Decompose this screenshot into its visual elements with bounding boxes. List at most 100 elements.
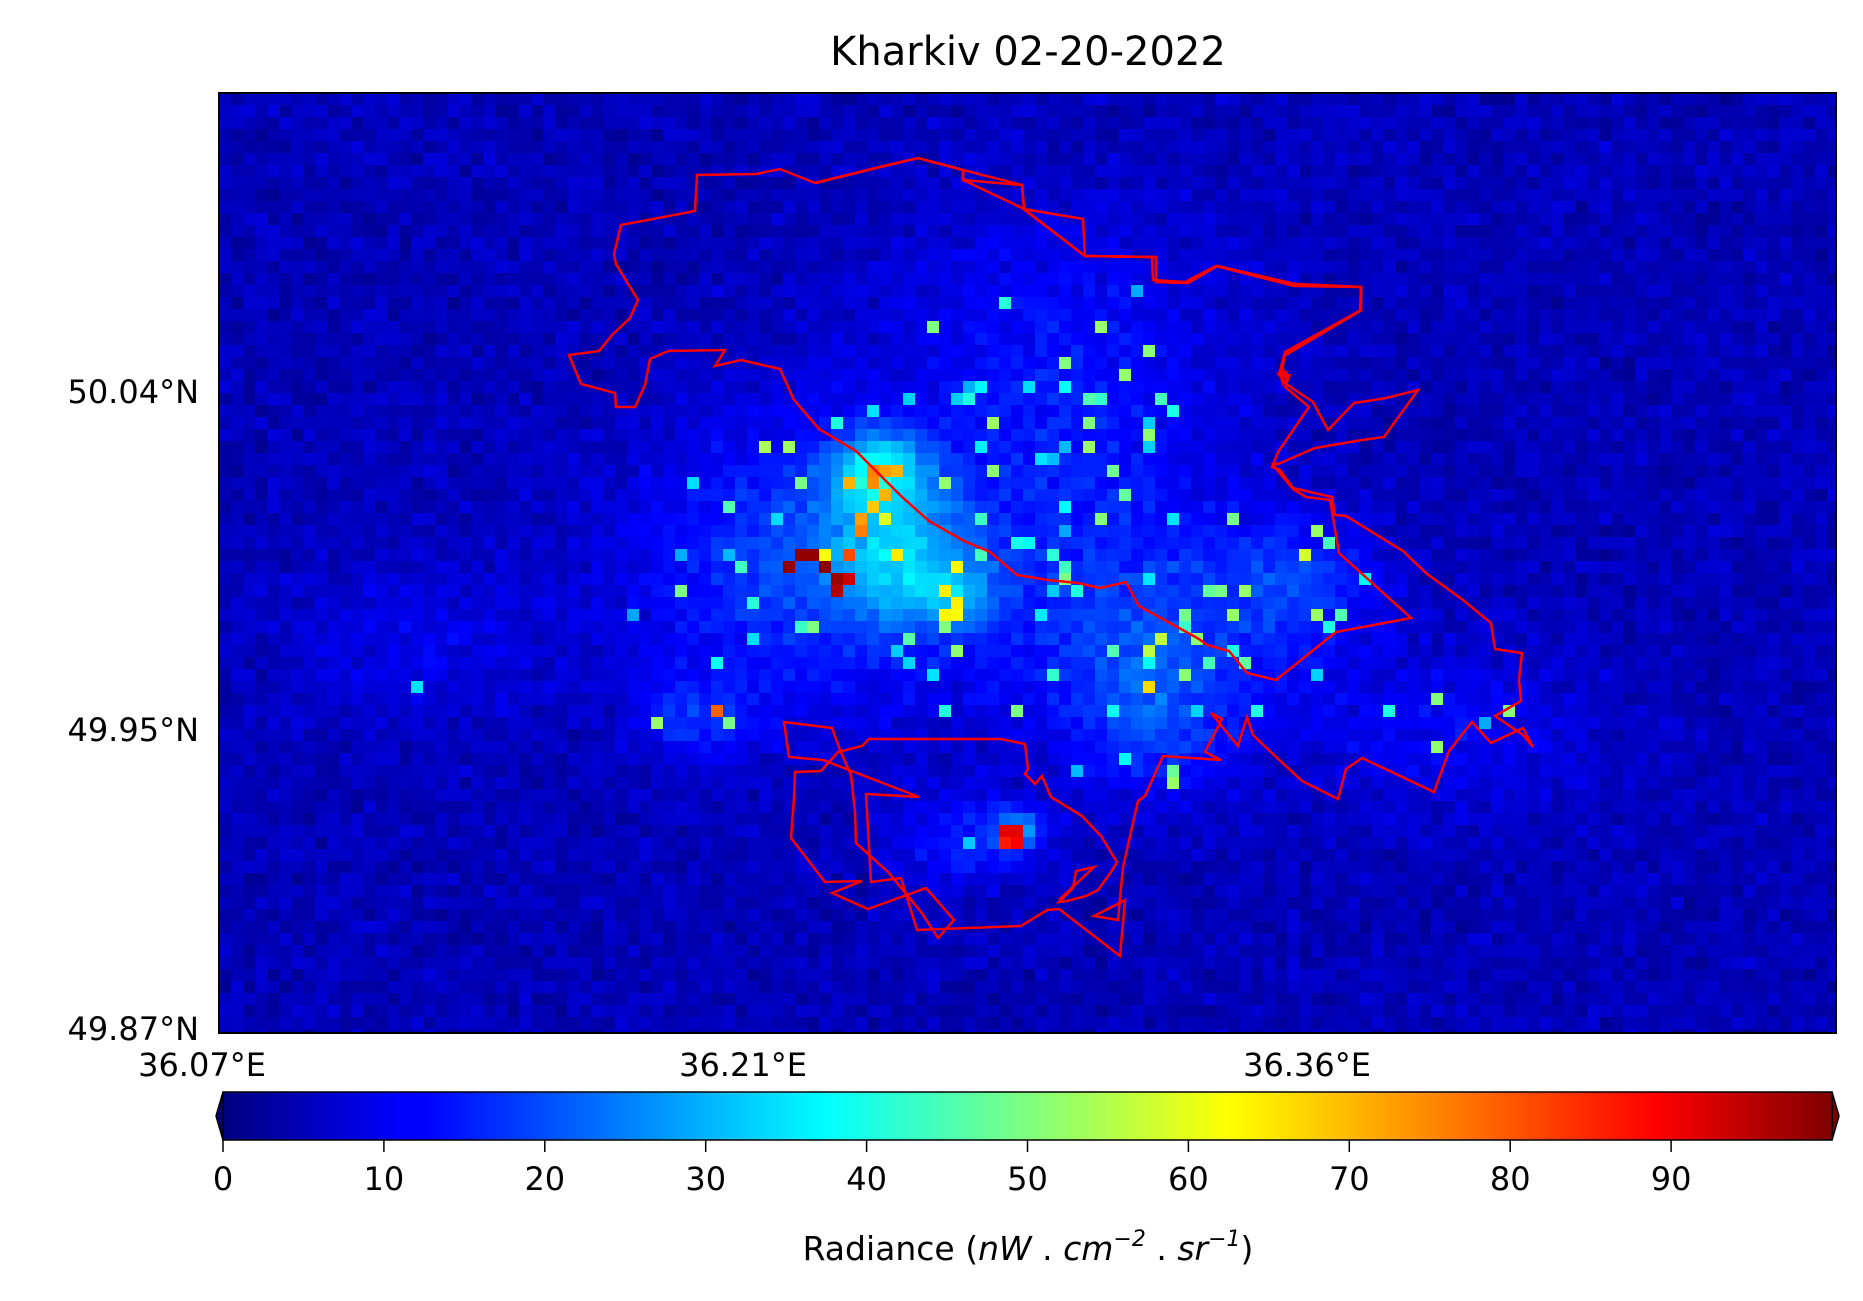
radiance-pixel xyxy=(1599,381,1612,394)
radiance-pixel xyxy=(1035,477,1048,490)
radiance-pixel xyxy=(771,141,784,154)
radiance-pixel xyxy=(291,237,304,250)
radiance-pixel xyxy=(1191,237,1204,250)
radiance-pixel xyxy=(663,201,676,214)
radiance-pixel xyxy=(1455,177,1468,190)
radiance-pixel xyxy=(315,429,328,442)
radiance-pixel xyxy=(279,261,292,274)
radiance-pixel xyxy=(1011,513,1024,526)
radiance-pixel xyxy=(315,465,328,478)
radiance-pixel xyxy=(807,261,820,274)
radiance-pixel xyxy=(951,501,964,514)
radiance-pixel xyxy=(1647,189,1660,202)
radiance-pixel xyxy=(1359,417,1372,430)
radiance-pixel xyxy=(1107,201,1120,214)
radiance-pixel xyxy=(1491,525,1504,538)
radiance-pixel xyxy=(1443,189,1456,202)
radiance-pixel xyxy=(1455,117,1468,130)
radiance-pixel xyxy=(795,513,808,526)
radiance-pixel xyxy=(1299,357,1312,370)
radiance-pixel xyxy=(1539,357,1552,370)
radiance-pixel xyxy=(1251,165,1264,178)
radiance-pixel xyxy=(243,405,256,418)
radiance-pixel xyxy=(1299,201,1312,214)
radiance-pixel xyxy=(447,177,460,190)
radiance-pixel xyxy=(1455,321,1468,334)
radiance-pixel xyxy=(375,333,388,346)
radiance-pixel xyxy=(627,105,640,118)
radiance-pixel xyxy=(219,273,232,286)
radiance-pixel xyxy=(1071,117,1084,130)
radiance-pixel xyxy=(1047,309,1060,322)
radiance-pixel xyxy=(1599,345,1612,358)
radiance-pixel xyxy=(843,465,856,478)
radiance-pixel xyxy=(915,489,928,502)
radiance-pixel xyxy=(1683,129,1696,142)
radiance-pixel xyxy=(867,501,880,514)
radiance-pixel xyxy=(831,165,844,178)
radiance-pixel xyxy=(735,501,748,514)
radiance-pixel xyxy=(1575,105,1588,118)
radiance-pixel xyxy=(1083,381,1096,394)
radiance-pixel xyxy=(783,237,796,250)
radiance-pixel xyxy=(1767,393,1780,406)
radiance-pixel xyxy=(255,465,268,478)
radiance-pixel xyxy=(1251,513,1264,526)
radiance-pixel xyxy=(1059,165,1072,178)
radiance-pixel xyxy=(1563,201,1576,214)
radiance-pixel xyxy=(1599,189,1612,202)
radiance-pixel xyxy=(435,453,448,466)
radiance-pixel xyxy=(1503,225,1516,238)
radiance-pixel xyxy=(723,261,736,274)
radiance-pixel xyxy=(1743,465,1756,478)
radiance-pixel xyxy=(807,321,820,334)
radiance-pixel xyxy=(1491,141,1504,154)
radiance-pixel xyxy=(1215,441,1228,454)
radiance-pixel xyxy=(495,105,508,118)
radiance-pixel xyxy=(219,381,232,394)
radiance-pixel xyxy=(435,309,448,322)
radiance-pixel xyxy=(1215,273,1228,286)
radiance-pixel xyxy=(1107,477,1120,490)
radiance-pixel xyxy=(1767,273,1780,286)
radiance-pixel xyxy=(1743,297,1756,310)
radiance-pixel xyxy=(1167,129,1180,142)
radiance-pixel xyxy=(483,261,496,274)
radiance-pixel xyxy=(1779,93,1792,106)
radiance-pixel xyxy=(639,309,652,322)
radiance-pixel xyxy=(1095,237,1108,250)
radiance-pixel xyxy=(1395,297,1408,310)
radiance-pixel xyxy=(483,513,496,526)
radiance-pixel xyxy=(855,333,868,346)
radiance-pixel xyxy=(1359,405,1372,418)
radiance-pixel xyxy=(291,117,304,130)
radiance-pixel xyxy=(279,177,292,190)
radiance-pixel xyxy=(231,93,244,106)
radiance-pixel xyxy=(1791,525,1804,538)
radiance-pixel xyxy=(615,165,628,178)
radiance-pixel xyxy=(1815,381,1828,394)
radiance-pixel xyxy=(615,297,628,310)
radiance-pixel xyxy=(999,141,1012,154)
radiance-pixel xyxy=(1587,429,1600,442)
radiance-pixel xyxy=(1335,273,1348,286)
radiance-pixel xyxy=(891,405,904,418)
radiance-pixel xyxy=(1155,285,1168,298)
radiance-pixel xyxy=(1755,513,1768,526)
radiance-pixel xyxy=(1395,357,1408,370)
radiance-pixel xyxy=(375,357,388,370)
radiance-pixel xyxy=(1287,501,1300,514)
radiance-pixel xyxy=(1815,261,1828,274)
radiance-pixel xyxy=(1239,321,1252,334)
radiance-pixel xyxy=(855,93,868,106)
radiance-pixel xyxy=(231,393,244,406)
radiance-pixel xyxy=(1191,249,1204,262)
radiance-pixel xyxy=(795,525,808,538)
radiance-pixel xyxy=(387,393,400,406)
radiance-pixel xyxy=(1575,141,1588,154)
radiance-pixel xyxy=(519,261,532,274)
radiance-pixel xyxy=(975,225,988,238)
radiance-pixel xyxy=(963,129,976,142)
radiance-pixel xyxy=(807,297,820,310)
radiance-pixel xyxy=(1323,261,1336,274)
